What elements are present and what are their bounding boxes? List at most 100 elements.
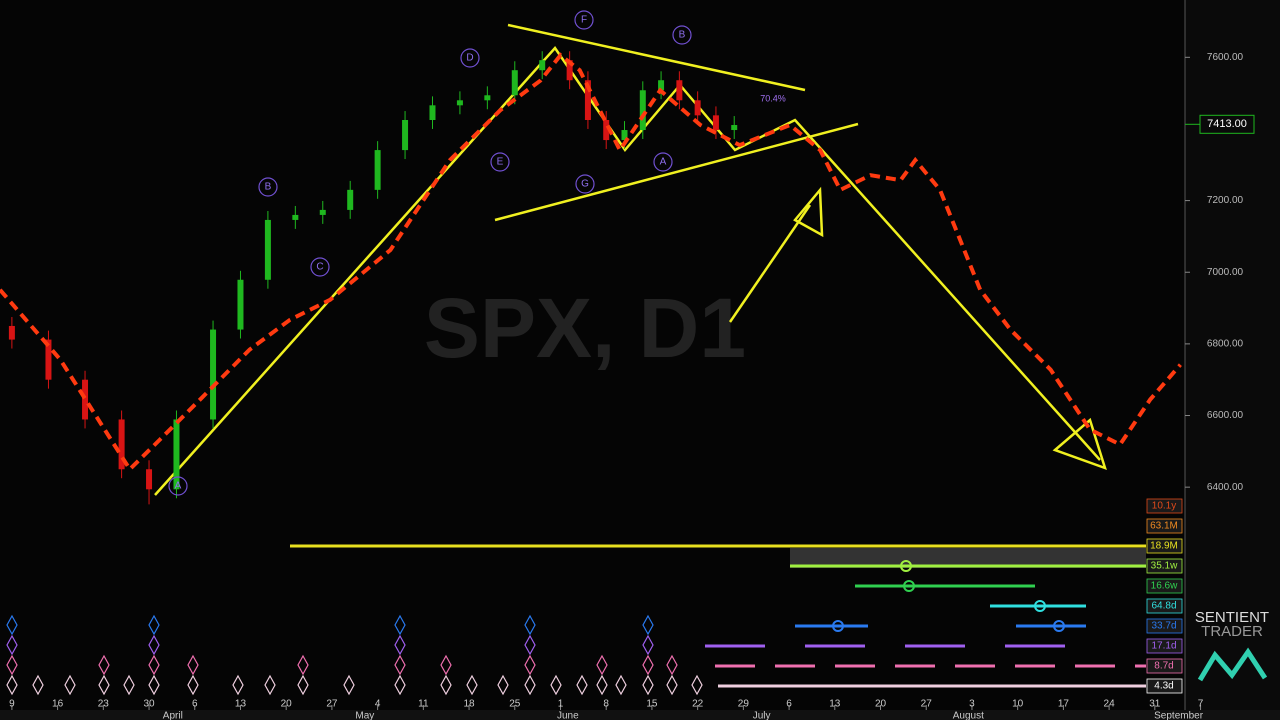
x-tick-label: 24: [1104, 699, 1116, 710]
cycle-diamond: [98, 654, 110, 676]
x-tick-label: 10: [1012, 699, 1024, 710]
cycle-diamond: [394, 674, 406, 696]
cycle-label: 8.7d: [1154, 661, 1173, 672]
brand: SENTIENT: [1195, 609, 1269, 626]
cycle-diamond: [148, 614, 160, 636]
candle-body: [292, 214, 299, 220]
wave-marker: [310, 257, 330, 277]
logo: [1197, 647, 1268, 682]
wave-label: E: [497, 157, 504, 168]
x-tick-label: 18: [464, 699, 476, 710]
cycle-diamond: [6, 634, 18, 656]
y-tick-label: 6400.00: [1207, 482, 1244, 493]
wave-marker: [490, 152, 510, 172]
candle-body: [45, 339, 52, 380]
x-tick-label: 6: [192, 699, 198, 710]
cycle-label: 4.3d: [1154, 681, 1173, 692]
candle-body: [658, 80, 665, 91]
month-label: May: [355, 711, 374, 720]
candle-body: [237, 279, 244, 330]
wave-label: D: [466, 53, 473, 64]
cycle-diamond: [32, 674, 44, 696]
candle-body: [694, 100, 701, 116]
candle-body: [374, 150, 381, 190]
cycle-diamond: [596, 654, 608, 676]
month-label: September: [1154, 711, 1204, 720]
wave-marker: [168, 476, 188, 496]
cycle-diamond: [394, 634, 406, 656]
cycle-diamond: [642, 634, 654, 656]
x-tick-label: 13: [829, 699, 841, 710]
cycle-box: [1146, 618, 1183, 634]
candle-body: [539, 60, 546, 71]
x-tick-label: 20: [875, 699, 887, 710]
wave-marker: [460, 48, 480, 68]
cycle-box: [1146, 598, 1183, 614]
cycle-diamond: [6, 614, 18, 636]
cycle-box: [1146, 658, 1183, 674]
wave-marker: [672, 25, 692, 45]
x-tick-label: 23: [98, 699, 110, 710]
candle-body: [676, 80, 683, 101]
current-price-label: 7413.00: [1207, 118, 1247, 130]
x-tick-label: 13: [235, 699, 247, 710]
y-tick-label: 6600.00: [1207, 410, 1244, 421]
percent-label: 70.4%: [760, 93, 786, 103]
wave-label: C: [316, 262, 323, 273]
cycle-diamond: [642, 654, 654, 676]
cycle-diamond: [6, 654, 18, 676]
x-tick-label: 30: [143, 699, 155, 710]
cycle-markers: [6, 614, 703, 696]
candle-body: [731, 125, 738, 131]
drawn-trendline: [507, 23, 806, 92]
x-tick-label: 15: [646, 699, 658, 710]
cycle-box: [1146, 518, 1183, 534]
cycle-node: [1053, 620, 1065, 632]
cycle-lines: [290, 544, 1146, 688]
candle-body: [264, 219, 271, 280]
candle-body: [82, 379, 89, 420]
candle-body: [347, 189, 354, 210]
cycle-label: 35.1w: [1151, 561, 1178, 572]
y-tick-label: 7200.00: [1207, 195, 1244, 206]
cycle-diamond: [123, 674, 135, 696]
cycle-node: [1034, 600, 1046, 612]
wave-label: B: [679, 30, 686, 41]
cycle-node: [903, 580, 915, 592]
cycle-label: 33.7d: [1151, 621, 1176, 632]
cycle-label: 64.8d: [1151, 601, 1176, 612]
candle-body: [639, 90, 646, 131]
cycle-diamond: [596, 674, 608, 696]
candle-body: [210, 329, 217, 420]
candle-body: [8, 325, 15, 340]
cycle-diamond: [666, 654, 678, 676]
cycle-node: [900, 560, 912, 572]
cycle-diamond: [524, 614, 536, 636]
x-tick-label: 17: [1058, 699, 1070, 710]
x-tick-label: 22: [692, 699, 704, 710]
cycle-diamond: [666, 674, 678, 696]
cycle-box: [1146, 498, 1183, 514]
candle-body: [118, 419, 125, 470]
candle-body: [484, 95, 491, 101]
x-tick-label: 25: [509, 699, 521, 710]
month-label: July: [753, 711, 771, 720]
candle-body: [173, 419, 180, 490]
wave-marker: [258, 177, 278, 197]
candle-body: [511, 70, 518, 96]
cycle-diamond: [98, 674, 110, 696]
x-tick-label: 27: [326, 699, 338, 710]
x-tick-label: 29: [738, 699, 750, 710]
projection-line: [0, 52, 1182, 473]
x-tick-label: 9: [9, 699, 15, 710]
x-tick-label: 3: [969, 699, 975, 710]
candle-body: [584, 80, 591, 120]
wave-label: G: [581, 179, 589, 190]
candle-body: [603, 120, 610, 141]
x-tick-label: 4: [375, 699, 381, 710]
drawn-arrowhead: [1052, 417, 1107, 471]
plot-bg: [0, 0, 1185, 710]
wave-marker: [574, 10, 594, 30]
candle-body: [566, 60, 573, 81]
